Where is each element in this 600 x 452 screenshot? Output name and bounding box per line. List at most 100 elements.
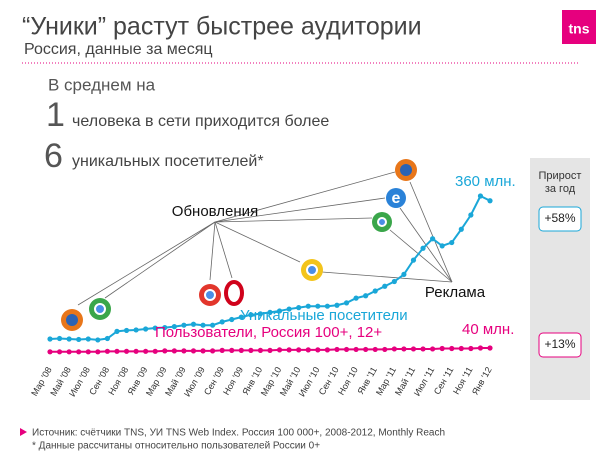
footnote: Источник: счётчики TNS, УИ TNS Web Index… (32, 428, 445, 439)
point (296, 305, 302, 311)
point (200, 322, 206, 328)
point (267, 347, 273, 353)
legend-label: Пользователи, Россия 100+, 12+ (155, 324, 382, 341)
growth-title: Прирост за год (539, 170, 582, 195)
annotation: Реклама (425, 284, 486, 301)
point (487, 198, 493, 204)
point (334, 302, 340, 308)
point (267, 309, 273, 315)
point (363, 346, 369, 353)
point (372, 288, 378, 294)
point (343, 346, 350, 353)
point (171, 348, 177, 354)
point (85, 349, 91, 355)
growth-box (538, 332, 582, 358)
arrows (77, 171, 453, 306)
point (439, 243, 445, 249)
point (410, 257, 417, 263)
point (343, 300, 350, 306)
point (286, 306, 292, 312)
logo-text: tns (569, 21, 590, 37)
point (382, 283, 388, 289)
point (238, 347, 244, 353)
point (276, 308, 283, 314)
browser-icons: e (61, 159, 417, 331)
point (219, 319, 225, 325)
point (114, 328, 120, 334)
point (76, 336, 82, 343)
point (449, 239, 455, 246)
intro-text: уникальных посетителей* (72, 153, 264, 170)
point (487, 345, 493, 351)
point (76, 349, 82, 355)
intro-line: В среднем на (48, 75, 156, 94)
point (66, 349, 72, 355)
point (468, 345, 474, 352)
point (133, 327, 139, 333)
point (133, 348, 139, 354)
growth-panel (530, 158, 590, 400)
point (47, 349, 53, 355)
point (296, 347, 302, 353)
point (66, 336, 72, 342)
growth-box (538, 206, 582, 232)
point (56, 349, 63, 355)
point (372, 346, 378, 353)
point (420, 346, 426, 352)
intro-number: 6 (44, 137, 63, 175)
point (104, 335, 110, 342)
intro-text: человека в сети приходится более (72, 113, 329, 130)
point (430, 236, 436, 242)
point (276, 347, 283, 353)
point (449, 345, 455, 352)
logo (562, 10, 596, 44)
point (114, 348, 120, 354)
subtitle: Россия, данные за месяц (24, 41, 213, 58)
point (410, 346, 417, 352)
point (257, 311, 264, 317)
point (468, 212, 474, 218)
point (315, 347, 321, 353)
point (219, 347, 225, 353)
point (401, 346, 407, 352)
point (477, 345, 484, 351)
point (143, 348, 149, 354)
svg-text:e: e (392, 190, 401, 207)
growth-value: +58% (544, 211, 575, 225)
point (123, 348, 130, 354)
point (95, 349, 101, 355)
point (104, 348, 110, 354)
point (353, 295, 359, 301)
point (458, 226, 464, 232)
point (391, 278, 397, 285)
point (181, 348, 187, 354)
point (334, 346, 340, 353)
point (171, 324, 177, 330)
point (190, 321, 197, 327)
point (439, 345, 445, 352)
point (181, 322, 187, 328)
point (324, 347, 330, 353)
point (152, 348, 158, 354)
bullet (20, 428, 27, 436)
point (286, 347, 292, 353)
point (210, 348, 216, 354)
point (305, 347, 311, 353)
point (85, 336, 91, 342)
point (391, 346, 397, 352)
point (353, 346, 359, 353)
legend-label: Уникальные посетители (240, 307, 408, 324)
footnote: * Данные рассчитаны относительно пользов… (32, 441, 320, 452)
point (401, 271, 407, 277)
point (257, 347, 264, 353)
point (162, 348, 168, 354)
point (210, 322, 216, 328)
point (162, 324, 168, 331)
point (152, 325, 158, 331)
point (248, 347, 254, 353)
point (363, 293, 369, 299)
growth-value: +13% (544, 337, 575, 351)
point (190, 348, 197, 354)
